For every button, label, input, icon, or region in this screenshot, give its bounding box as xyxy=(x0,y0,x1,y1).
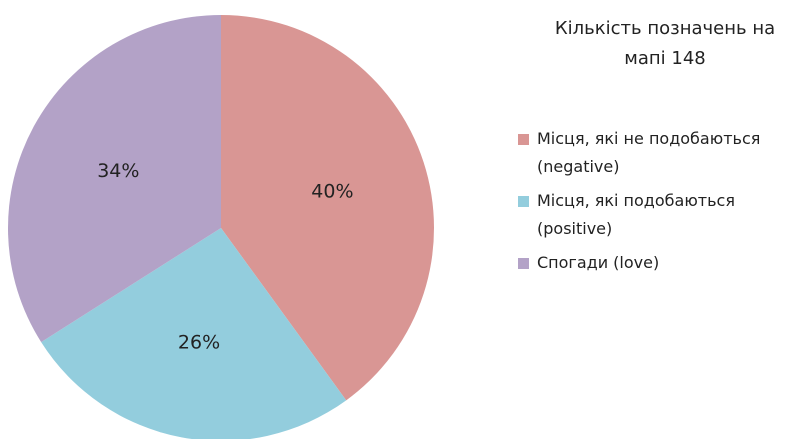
data-label: 26% xyxy=(178,332,220,354)
pie-slice xyxy=(221,15,435,401)
pie-slice xyxy=(8,15,222,343)
legend: Місця, які не подобаються (negative) Місц… xyxy=(515,125,795,283)
chart-title: Кількість позначень на мапі 148 xyxy=(554,18,776,69)
legend-item: Спогади (love) xyxy=(515,249,795,277)
legend-swatch xyxy=(518,196,529,207)
legend-item: Місця, які не подобаються (negative) xyxy=(515,125,795,181)
legend-swatch xyxy=(518,134,529,145)
pie-slice xyxy=(41,228,347,439)
legend-item: Місця, які подобаються (positive) xyxy=(515,187,795,243)
data-label: 34% xyxy=(97,160,139,182)
legend-label: Місця, які не подобаються (negative) xyxy=(537,129,761,176)
legend-label: Місця, які подобаються (positive) xyxy=(537,191,735,238)
data-label: 40% xyxy=(311,180,353,202)
legend-label: Спогади (love) xyxy=(537,253,660,272)
legend-swatch xyxy=(518,258,529,269)
